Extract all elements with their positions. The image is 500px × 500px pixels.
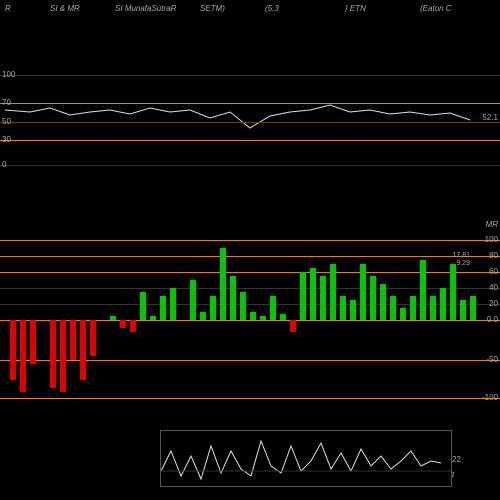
mr-bar bbox=[270, 296, 276, 320]
mr-bar bbox=[390, 296, 396, 320]
bottom-chart: 22 t bbox=[0, 430, 500, 485]
upper-value-label: 52.1 bbox=[482, 113, 498, 122]
y-axis-label: 0 bbox=[2, 160, 6, 169]
mr-bar bbox=[30, 320, 36, 364]
y-axis-label: 30 bbox=[2, 135, 11, 144]
mr-bar bbox=[200, 312, 206, 320]
mr-bar bbox=[150, 316, 156, 320]
y-axis-label: 100 bbox=[485, 235, 498, 244]
value-label: 17.81 bbox=[452, 252, 470, 259]
grid-line bbox=[0, 140, 500, 141]
header-label: ) ETN bbox=[345, 4, 366, 13]
grid-line bbox=[0, 75, 500, 76]
mr-bar bbox=[170, 288, 176, 320]
mr-bar bbox=[460, 300, 466, 320]
mr-chart: MR 100806040200 0-50-10017.819.29 bbox=[0, 240, 500, 400]
mr-bar bbox=[420, 260, 426, 320]
y-axis-label: 40 bbox=[489, 283, 498, 292]
mr-bar bbox=[190, 280, 196, 320]
value-label: 9.29 bbox=[456, 260, 470, 267]
mr-bar bbox=[140, 292, 146, 320]
mr-bar bbox=[300, 272, 306, 320]
grid-line bbox=[0, 360, 500, 361]
mr-bar bbox=[220, 248, 226, 320]
header-label: SI MunafaSutraR bbox=[115, 4, 176, 13]
grid-line bbox=[0, 103, 500, 104]
y-axis-label: 0 0 bbox=[487, 315, 498, 324]
mr-bar bbox=[120, 320, 126, 328]
mr-bar bbox=[250, 312, 256, 320]
mr-bar bbox=[160, 296, 166, 320]
header-label: R bbox=[5, 4, 11, 13]
mr-bar bbox=[20, 320, 26, 392]
y-axis-label: 70 bbox=[2, 98, 11, 107]
mr-bar bbox=[60, 320, 66, 392]
grid-line bbox=[0, 240, 500, 241]
bottom-box bbox=[160, 430, 452, 487]
header-label: (5,3 bbox=[265, 4, 279, 13]
upper-chart: 52.1 1007050300 bbox=[0, 40, 500, 165]
mr-bar bbox=[210, 296, 216, 320]
header-label: SETM) bbox=[200, 4, 225, 13]
y-axis-label: 60 bbox=[489, 267, 498, 276]
mr-bar bbox=[230, 276, 236, 320]
mr-bar bbox=[290, 320, 296, 332]
mr-bar bbox=[430, 296, 436, 320]
mr-bar bbox=[380, 284, 386, 320]
mr-bar bbox=[410, 296, 416, 320]
mr-bar bbox=[10, 320, 16, 380]
grid-line bbox=[0, 398, 500, 399]
y-axis-label: 20 bbox=[489, 299, 498, 308]
mr-bar bbox=[400, 308, 406, 320]
mr-bar bbox=[470, 296, 476, 320]
mr-label: MR bbox=[486, 220, 498, 229]
mr-bar bbox=[50, 320, 56, 388]
chart-container: R SI & MR SI MunafaSutraR SETM) (5,3 ) ETN (Ea… bbox=[0, 0, 500, 500]
mr-bar bbox=[360, 264, 366, 320]
mr-bar bbox=[370, 276, 376, 320]
header-row: R SI & MR SI MunafaSutraR SETM) (5,3 ) ETN (Ea… bbox=[0, 0, 500, 18]
mr-bar bbox=[350, 300, 356, 320]
mr-bar bbox=[130, 320, 136, 332]
y-axis-label: 80 bbox=[489, 251, 498, 260]
grid-line bbox=[0, 256, 500, 257]
mr-bar bbox=[450, 264, 456, 320]
mr-bar bbox=[340, 296, 346, 320]
mr-bar bbox=[90, 320, 96, 356]
mr-bar bbox=[110, 316, 116, 320]
y-axis-label: 50 bbox=[2, 117, 11, 126]
mr-bar bbox=[310, 268, 316, 320]
mr-bar bbox=[330, 264, 336, 320]
header-label: SI & MR bbox=[50, 4, 80, 13]
mr-bar bbox=[320, 276, 326, 320]
grid-line bbox=[0, 165, 500, 166]
y-axis-label: -50 bbox=[486, 355, 498, 364]
mr-bar bbox=[80, 320, 86, 380]
mr-bar bbox=[440, 288, 446, 320]
y-axis-label: -100 bbox=[482, 393, 498, 402]
y-axis-label: 100 bbox=[2, 70, 15, 79]
mr-bar bbox=[70, 320, 76, 360]
bottom-value-label: 22 bbox=[452, 455, 461, 464]
bottom-tick-label: t bbox=[452, 470, 454, 479]
header-label: (Eaton C bbox=[420, 4, 452, 13]
mr-bar bbox=[280, 314, 286, 320]
grid-line bbox=[0, 122, 500, 123]
mr-bar bbox=[260, 316, 266, 320]
mr-bar bbox=[240, 292, 246, 320]
